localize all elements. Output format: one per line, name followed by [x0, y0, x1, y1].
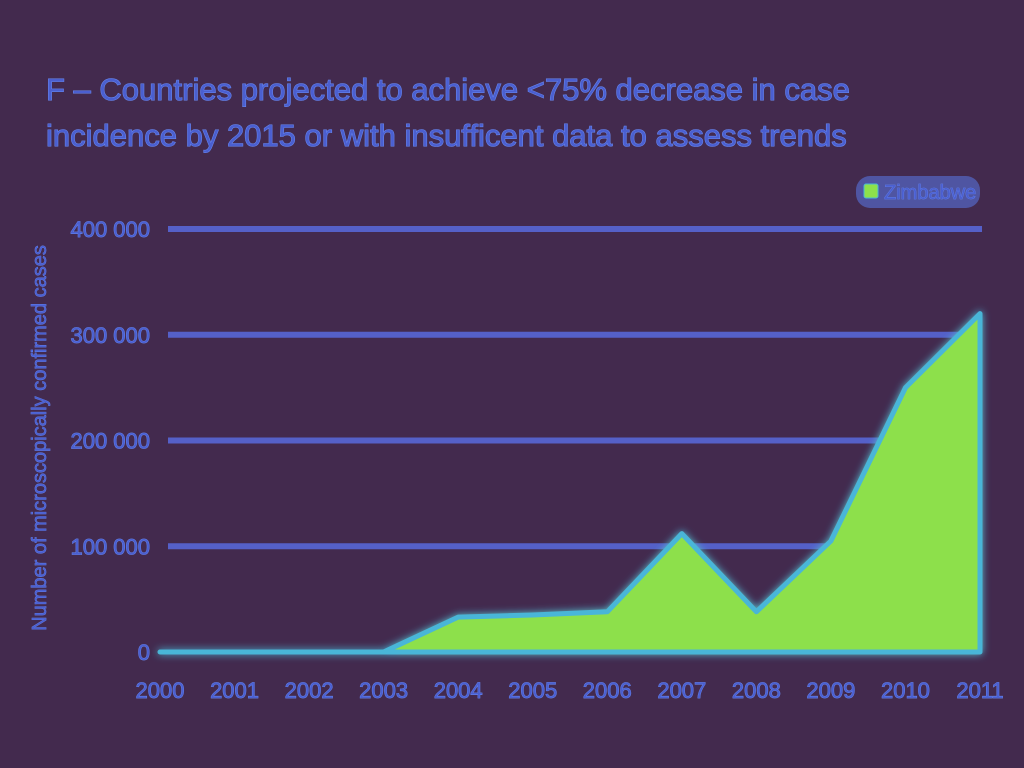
point-zimbabwe-2011	[978, 312, 982, 316]
x-tick-label-2010: 2010	[881, 678, 930, 703]
y-tick-label-4: 400 000	[70, 217, 150, 242]
chart-title-line-1: F – Countries projected to achieve <75% …	[46, 72, 850, 107]
y-axis-title: Number of microscopically confirmed case…	[29, 245, 51, 631]
point-zimbabwe-2009	[829, 539, 833, 543]
chart-title-line-2: incidence by 2015 or with insufficent da…	[46, 118, 847, 153]
legend-label-zimbabwe: Zimbabwe	[884, 182, 976, 204]
legend: Zimbabwe	[856, 176, 980, 208]
point-zimbabwe-2005	[531, 613, 535, 617]
x-tick-label-2003: 2003	[359, 678, 408, 703]
y-tick-label-0: 0	[138, 640, 150, 665]
point-zimbabwe-2010	[903, 386, 907, 390]
point-zimbabwe-2007	[680, 532, 684, 536]
x-tick-label-2001: 2001	[210, 678, 259, 703]
series-area	[157, 311, 983, 655]
y-axis-ticks: 0 100 000 200 000 300 000 400 000	[70, 217, 150, 666]
x-tick-label-2006: 2006	[583, 678, 632, 703]
area-zimbabwe	[157, 311, 983, 655]
x-tick-label-2008: 2008	[732, 678, 781, 703]
legend-swatch-zimbabwe	[863, 183, 879, 199]
x-axis-ticks: 2000 2001 2002 2003 2004 2005 2006 2007 2008 2009…	[135, 678, 1004, 704]
point-zimbabwe-2008	[754, 610, 758, 614]
y-tick-label-3: 300 000	[70, 323, 150, 348]
legend-background	[856, 176, 980, 208]
x-tick-label-2000: 2000	[136, 678, 185, 703]
y-tick-label-1: 100 000	[70, 534, 150, 559]
point-zimbabwe-2006	[605, 610, 609, 614]
x-tick-label-2002: 2002	[285, 678, 334, 703]
point-zimbabwe-2004	[456, 615, 460, 619]
x-tick-label-2009: 2009	[806, 678, 855, 703]
x-tick-label-2005: 2005	[508, 678, 557, 703]
x-tick-label-2011: 2011	[956, 678, 1003, 703]
y-tick-label-2: 200 000	[70, 429, 150, 454]
x-tick-label-2004: 2004	[434, 678, 483, 703]
x-tick-label-2007: 2007	[657, 678, 706, 703]
